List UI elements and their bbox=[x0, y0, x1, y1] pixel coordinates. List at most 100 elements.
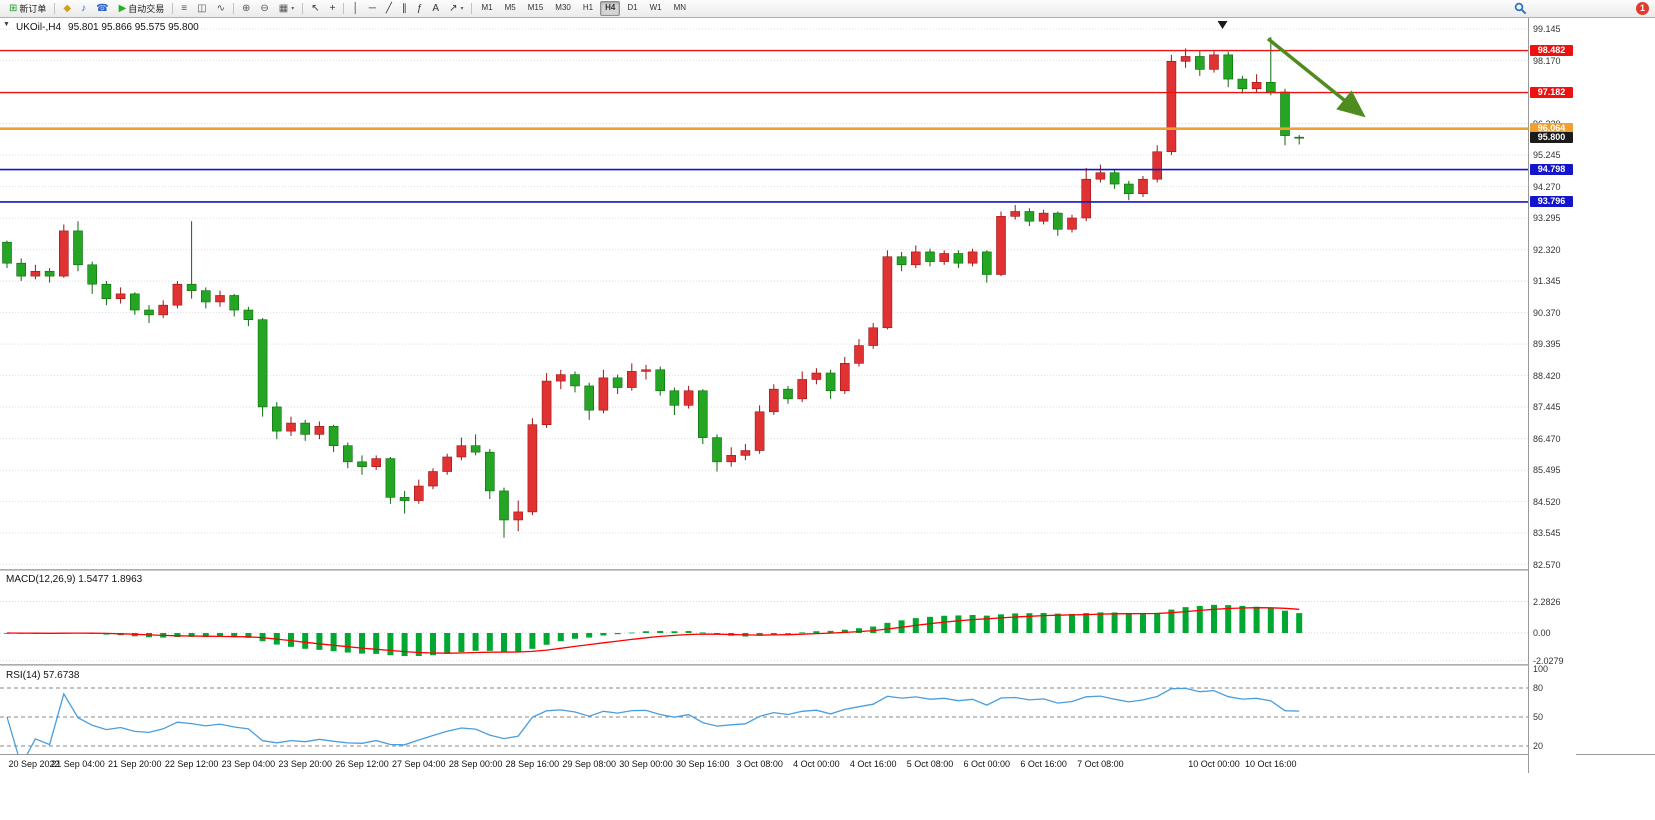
price-tag-95.800: 95.800 bbox=[1530, 131, 1573, 143]
time-label: 10 Oct 00:00 bbox=[1188, 759, 1240, 769]
timeframe-m15-button[interactable]: M15 bbox=[527, 3, 544, 12]
time-label: 21 Sep 20:00 bbox=[108, 759, 162, 769]
macd-histogram bbox=[4, 604, 1303, 657]
timeframe-buttons: M1 M5 M15 M30 H1 H4 D1 W1 MN bbox=[475, 0, 692, 17]
time-label: 4 Oct 00:00 bbox=[793, 759, 840, 769]
trendline-button[interactable]: ╱ bbox=[382, 1, 396, 17]
timeframe-m30-button[interactable]: M30 bbox=[555, 3, 571, 12]
zoom-in-icon: ⊕ bbox=[241, 2, 251, 14]
vertical-line-button[interactable]: │ bbox=[348, 1, 362, 17]
channel-icon: ∥ bbox=[401, 2, 407, 14]
price-tag-97.182: 97.182 bbox=[1530, 87, 1573, 99]
trend-arrow[interactable] bbox=[1266, 37, 1366, 118]
candlestick-chart-button[interactable]: ◫ bbox=[193, 1, 210, 17]
timeframe-m1-button[interactable]: M1 bbox=[481, 3, 493, 12]
pane-separator[interactable] bbox=[0, 664, 1575, 666]
rsi-pane[interactable] bbox=[0, 667, 1528, 754]
arrows-button[interactable]: ↗ ▾ bbox=[445, 1, 467, 17]
axis-tick: 95.245 bbox=[1533, 150, 1561, 161]
axis-tick: -2.0279 bbox=[1533, 655, 1564, 666]
time-label: 21 Sep 04:00 bbox=[51, 759, 105, 769]
bars-chart-button[interactable]: ≡ bbox=[177, 1, 191, 17]
cursor-button[interactable]: ↖ bbox=[307, 1, 323, 17]
sound-button[interactable]: ♪ bbox=[77, 1, 90, 17]
line-chart-icon: ∿ bbox=[216, 2, 225, 14]
axis-tick: 90.370 bbox=[1533, 307, 1561, 318]
price-axis[interactable]: 99.14598.17097.19596.22095.24594.27093.2… bbox=[1528, 18, 1576, 773]
new-order-icon: ⊞ bbox=[9, 2, 18, 14]
down-triangle-marker[interactable] bbox=[1217, 21, 1228, 29]
timeframe-m5-button[interactable]: M5 bbox=[504, 3, 516, 12]
zoom-in-button[interactable]: ⊕ bbox=[238, 1, 254, 17]
time-label: 30 Sep 00:00 bbox=[619, 759, 673, 769]
axis-tick: 94.270 bbox=[1533, 181, 1561, 192]
toolbar-separator bbox=[471, 3, 473, 14]
time-axis[interactable]: 20 Sep 2022 21 Sep 04:00 21 Sep 20:00 22 Se… bbox=[0, 754, 1655, 774]
time-label: 22 Sep 12:00 bbox=[164, 759, 219, 769]
axis-tick: 100 bbox=[1533, 663, 1549, 674]
main-chart-pane[interactable] bbox=[0, 19, 1528, 569]
metaeditor-button[interactable]: ◆ bbox=[59, 1, 75, 17]
timeframe-w1-button[interactable]: W1 bbox=[649, 3, 662, 12]
candlestick-chart-icon: ◫ bbox=[197, 2, 207, 14]
search-icon[interactable] bbox=[1514, 2, 1527, 15]
time-label: 7 Oct 08:00 bbox=[1077, 759, 1124, 769]
timeframe-d1-button[interactable]: D1 bbox=[627, 3, 638, 12]
axis-tick: 93.295 bbox=[1533, 213, 1561, 224]
channel-button[interactable]: ∥ bbox=[398, 1, 411, 17]
time-label: 28 Sep 16:00 bbox=[505, 759, 560, 769]
toolbar-separator bbox=[343, 3, 345, 14]
candles bbox=[2, 37, 1304, 538]
time-label: 23 Sep 04:00 bbox=[221, 759, 276, 769]
auto-trading-button[interactable]: ▶ 自动交易 bbox=[115, 1, 169, 17]
line-chart-button[interactable]: ∿ bbox=[213, 1, 229, 17]
chevron-down-icon: ▾ bbox=[460, 6, 464, 12]
metaeditor-icon: ◆ bbox=[63, 2, 72, 14]
toolbar-separator bbox=[232, 3, 234, 14]
arrows-icon: ↗ bbox=[449, 2, 458, 14]
zoom-out-button[interactable]: ⊖ bbox=[256, 1, 272, 17]
timeframe-mn-button[interactable]: MN bbox=[673, 3, 687, 12]
text-button[interactable]: A bbox=[428, 1, 443, 17]
bars-chart-icon: ≡ bbox=[181, 2, 188, 14]
toolbar-separator bbox=[172, 3, 174, 14]
horizontal-line-button[interactable]: ─ bbox=[365, 1, 380, 17]
crosshair-button[interactable]: + bbox=[326, 1, 340, 17]
time-label: 30 Sep 16:00 bbox=[676, 759, 730, 769]
axis-tick: 99.145 bbox=[1533, 24, 1561, 35]
toolbar-separator bbox=[54, 3, 56, 14]
timeframe-h4-button[interactable]: H4 bbox=[600, 1, 621, 16]
axis-tick: 89.395 bbox=[1533, 339, 1561, 350]
chart-window: ▼ UKOil-,H4 95.801 95.866 95.575 95.800 … bbox=[0, 18, 1655, 820]
time-label: 29 Sep 08:00 bbox=[562, 759, 616, 769]
zoom-out-icon: ⊖ bbox=[260, 2, 269, 14]
new-order-button[interactable]: ⊞ 新订单 bbox=[5, 1, 50, 17]
notification-badge[interactable]: 1 bbox=[1636, 2, 1649, 15]
fibonacci-button[interactable]: ƒ bbox=[413, 1, 427, 17]
price-tag-96.064: 96.064 bbox=[1530, 123, 1573, 135]
axis-tick: 0.00 bbox=[1533, 628, 1551, 638]
time-label: 23 Sep 20:00 bbox=[278, 759, 332, 769]
time-label: 6 Oct 00:00 bbox=[963, 759, 1011, 769]
chevron-down-icon: ▾ bbox=[291, 6, 295, 12]
time-label: 3 Oct 08:00 bbox=[736, 759, 783, 769]
pane-separator[interactable] bbox=[0, 569, 1575, 571]
toolbar: ⊞ 新订单 ◆ ♪ ☎ ▶ 自动交易 ≡ ◫ ∿ ⊕ ⊖ ▦ ▾ ↖ + │ ─ ╱ ∥ ƒ A ↗ ▾ M1 M5 M15 M30… bbox=[0, 0, 1655, 18]
axis-tick: 83.545 bbox=[1533, 528, 1561, 539]
macd-signal-line bbox=[6, 607, 1300, 654]
auto-trading-icon: ▶ bbox=[118, 2, 127, 14]
axis-tick: 2.2826 bbox=[1533, 596, 1561, 607]
one-click-trading-icon[interactable]: ▼ bbox=[3, 21, 10, 28]
axis-tick: 92.320 bbox=[1533, 244, 1561, 255]
text-icon: A bbox=[432, 2, 440, 14]
sound-icon: ♪ bbox=[81, 2, 87, 14]
macd-pane[interactable] bbox=[0, 571, 1528, 663]
crosshair-icon: + bbox=[329, 2, 336, 14]
axis-tick: 88.420 bbox=[1533, 370, 1561, 381]
time-label: 28 Sep 00:00 bbox=[448, 759, 503, 769]
price-tag-98.482: 98.482 bbox=[1530, 45, 1573, 57]
timeframe-h1-button[interactable]: H1 bbox=[582, 3, 594, 12]
tile-windows-button[interactable]: ▦ ▾ bbox=[275, 1, 298, 17]
toolbar-buttons: ⊞ 新订单 ◆ ♪ ☎ ▶ 自动交易 ≡ ◫ ∿ ⊕ ⊖ ▦ ▾ ↖ + │ ─ ╱ ∥ ƒ A ↗ ▾ bbox=[4, 0, 475, 17]
support-button[interactable]: ☎ bbox=[92, 1, 112, 17]
